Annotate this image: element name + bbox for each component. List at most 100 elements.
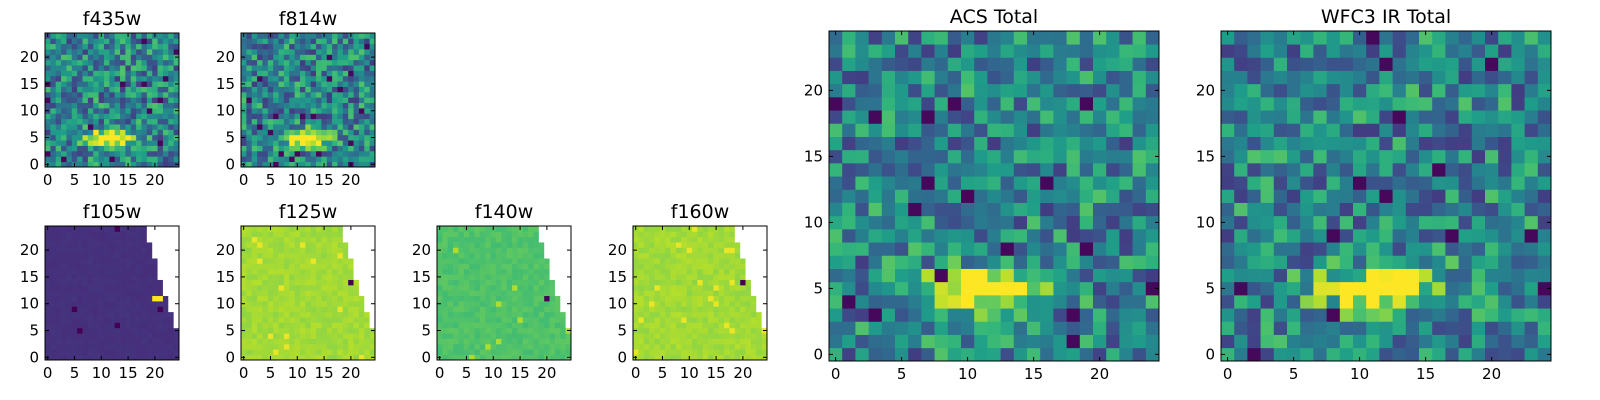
heatmap-cell [130, 97, 137, 104]
heatmap-cell [136, 124, 142, 130]
heatmap-cell [342, 242, 349, 248]
heatmap-cell [881, 295, 896, 309]
heatmap-cell [82, 81, 89, 87]
heatmap-cell [257, 38, 263, 45]
heatmap-cell [1260, 308, 1275, 322]
heatmap-cell [1260, 202, 1275, 217]
heatmap-cell [528, 311, 534, 318]
heatmap-cell [246, 317, 253, 323]
heatmap-cell [157, 49, 164, 55]
heatmap-cell [463, 258, 470, 264]
heatmap-cell [855, 176, 869, 190]
heatmap-cell [750, 301, 757, 307]
heatmap-cell [267, 295, 274, 302]
heatmap-cell [512, 327, 518, 334]
heatmap-cell [305, 65, 312, 71]
heatmap-cell [109, 333, 116, 339]
heatmap-cell [157, 322, 164, 329]
heatmap-cell [868, 334, 883, 349]
heatmap-cell [1145, 268, 1160, 283]
heatmap-cell [1040, 57, 1054, 71]
heatmap-cell [120, 97, 126, 104]
heatmap-cell [321, 268, 328, 275]
heatmap-cell [1273, 308, 1288, 322]
heatmap-cell [316, 274, 322, 280]
heatmap-cell [453, 226, 459, 232]
heatmap-cell [98, 322, 105, 329]
heatmap-cell [332, 279, 338, 286]
heatmap-cell [1405, 215, 1420, 230]
heatmap-cell [442, 311, 449, 318]
heatmap-cell [289, 150, 295, 157]
heatmap-cell [1013, 57, 1028, 71]
heatmap-cell [310, 279, 317, 286]
heatmap-cell [262, 343, 269, 350]
heatmap-cell [554, 274, 561, 280]
heatmap-cell [109, 43, 116, 50]
heatmap-cell [686, 252, 693, 259]
heatmap-cell [305, 102, 312, 109]
heatmap-cell [136, 333, 142, 339]
heatmap-cell [321, 231, 328, 238]
heatmap-cell [130, 311, 137, 318]
heatmap-cell [262, 81, 269, 87]
heatmap-cell [961, 268, 975, 283]
heatmap-cell [921, 97, 935, 111]
heatmap-cell [93, 252, 99, 259]
heatmap-cell [55, 145, 62, 152]
heatmap-cell [501, 349, 508, 355]
heatmap-cell [353, 242, 360, 248]
heatmap-cell [321, 333, 328, 339]
heatmap-cell [947, 321, 962, 335]
heatmap-cell [109, 236, 116, 243]
heatmap-cell [533, 242, 540, 248]
heatmap-cell [1132, 57, 1147, 71]
heatmap-cell [93, 354, 99, 361]
heatmap-cell [1093, 242, 1107, 256]
heatmap-cell [369, 140, 376, 146]
heatmap-cell [120, 108, 126, 114]
heatmap-cell [447, 263, 454, 270]
heatmap-cell [278, 311, 285, 318]
heatmap-cell [299, 118, 306, 125]
heatmap-cell [273, 274, 279, 280]
heatmap-cell [1432, 308, 1446, 322]
heatmap-cell [332, 252, 338, 259]
heatmap-cell [691, 263, 698, 270]
heatmap-cell [881, 163, 896, 177]
heatmap-cell [490, 306, 497, 313]
heatmap-cell [528, 284, 534, 291]
heatmap-cell [560, 226, 566, 232]
heatmap-cell [98, 279, 105, 286]
heatmap-cell [745, 231, 752, 238]
heatmap-cell [713, 284, 720, 291]
heatmap-cell [241, 333, 247, 339]
heatmap-cell [257, 231, 263, 238]
heatmap-cell [321, 252, 328, 259]
heatmap-cell [895, 110, 909, 124]
heatmap-cell [670, 226, 677, 232]
heatmap-cell [241, 268, 247, 275]
heatmap-cell [358, 290, 365, 297]
heatmap-cell [168, 322, 174, 329]
heatmap-cell [157, 108, 164, 114]
heatmap-cell [337, 145, 344, 152]
heatmap-cell [1053, 321, 1067, 335]
heatmap-cell [141, 43, 148, 50]
heatmap-cell [745, 301, 752, 307]
heatmap-cell [1000, 242, 1015, 256]
heatmap-cell [479, 279, 486, 286]
x-tick-label: 20 [341, 171, 360, 189]
heatmap-cell [152, 290, 158, 297]
heatmap-cell [353, 118, 360, 125]
heatmap-cell [442, 338, 449, 345]
heatmap-cell [136, 86, 142, 93]
heatmap-cell [708, 306, 714, 313]
heatmap-cell [262, 284, 269, 291]
x-tick-label: 0 [831, 365, 841, 383]
heatmap-cell [633, 322, 639, 329]
heatmap-cell [522, 274, 529, 280]
heatmap-cell [675, 231, 682, 238]
heatmap-cell [173, 349, 180, 355]
heatmap-cell [257, 59, 263, 66]
